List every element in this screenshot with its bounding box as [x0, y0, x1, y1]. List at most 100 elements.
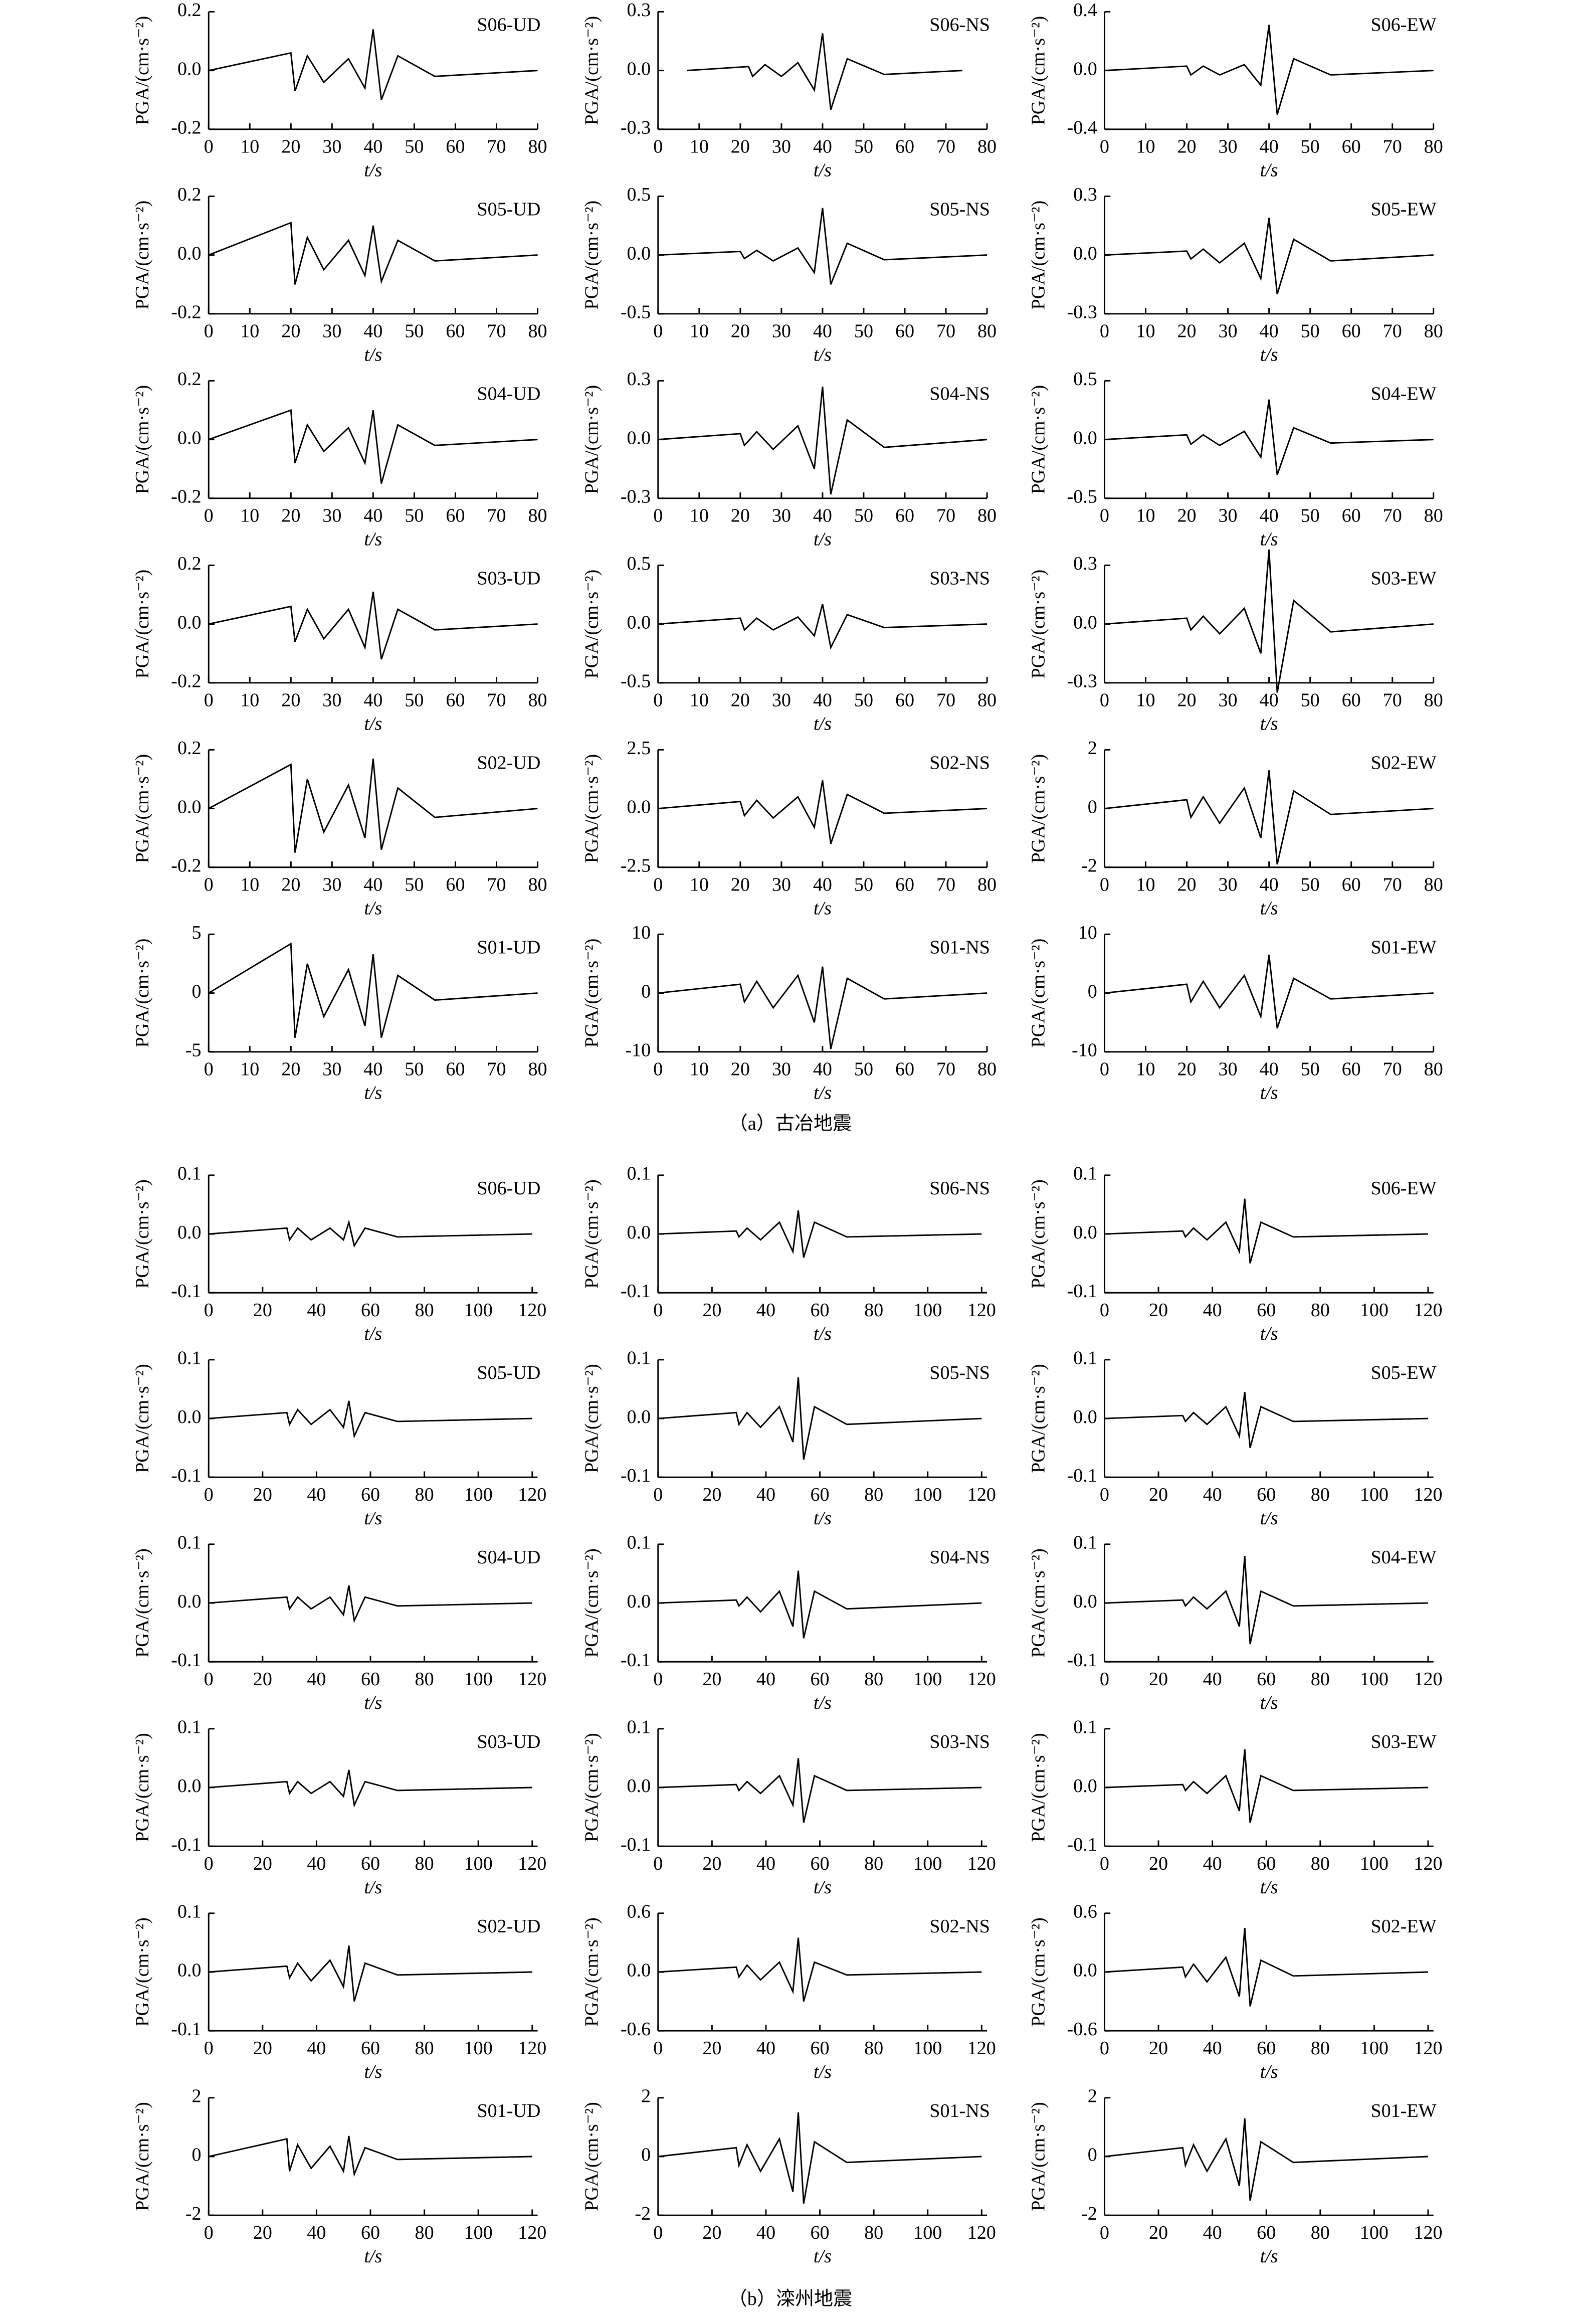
x-tick-label: 100 — [913, 2222, 942, 2243]
x-tick-label: 10 — [1136, 690, 1155, 711]
y-tick-label: 0.0 — [1073, 58, 1097, 79]
x-tick-label: 80 — [864, 1300, 883, 1321]
x-tick-label: 120 — [518, 1669, 546, 1690]
x-tick-label: 20 — [731, 874, 750, 896]
x-tick-label: 120 — [967, 2038, 996, 2059]
panel: 0.1 0.0 -0.10 20 40 60 80 100 120 t/s PGA/(cm·s⁻²)… — [1028, 1348, 1442, 1529]
x-tick-label: 40 — [363, 136, 382, 157]
x-tick-label: 0 — [1100, 874, 1109, 896]
x-tick-label: 70 — [936, 136, 955, 157]
x-tick-label: 20 — [702, 1300, 721, 1321]
x-tick-label: 40 — [363, 505, 382, 526]
x-tick-label: 0 — [653, 1669, 663, 1690]
x-tick-label: 120 — [518, 1853, 546, 1874]
panel-title: S05-UD — [477, 199, 540, 220]
x-tick-label: 40 — [1260, 874, 1279, 896]
x-tick-label: 100 — [464, 2038, 493, 2059]
x-tick-label: 0 — [1100, 505, 1109, 526]
y-tick-label: 0 — [641, 2144, 651, 2166]
y-tick-label: 0.1 — [1073, 1532, 1097, 1553]
x-tick-label: 100 — [464, 1669, 493, 1690]
y-tick-label: 0.1 — [627, 1532, 651, 1553]
x-axis-label: t/s — [814, 528, 832, 550]
panel: 0.4 0.0 -0.40 10 20 30 40 50 60 70 80 t/s PGA/(cm·s⁻… — [1028, 0, 1443, 181]
y-axis-label: PGA/(cm·s⁻²) — [581, 2102, 603, 2211]
x-tick-label: 50 — [854, 505, 873, 526]
y-tick-label: -0.2 — [171, 671, 201, 692]
x-tick-label: 50 — [1301, 505, 1320, 526]
x-tick-label: 20 — [1149, 2222, 1168, 2243]
x-tick-label: 60 — [895, 690, 914, 711]
panel-title: S03-EW — [1370, 568, 1436, 589]
x-tick-label: 80 — [1311, 1669, 1330, 1690]
y-tick-label: -2 — [185, 2203, 202, 2224]
x-tick-label: 80 — [415, 1300, 434, 1321]
x-tick-label: 20 — [702, 1484, 721, 1505]
y-tick-label: 0.6 — [1073, 1901, 1097, 1922]
x-tick-label: 20 — [253, 1484, 272, 1505]
waveform — [658, 1758, 982, 1823]
y-axis-label: PGA/(cm·s⁻²) — [132, 754, 153, 863]
y-tick-label: 0.0 — [1073, 1222, 1097, 1243]
x-tick-label: 60 — [811, 1300, 830, 1321]
y-tick-label: -0.5 — [621, 302, 651, 323]
x-axis-label: t/s — [364, 2061, 382, 2082]
y-axis-label: PGA/(cm·s⁻²) — [132, 16, 153, 125]
x-tick-label: 80 — [528, 690, 547, 711]
y-tick-label: 0.0 — [627, 1222, 651, 1243]
x-tick-label: 80 — [1424, 874, 1443, 896]
panel-title: S04-EW — [1370, 1547, 1436, 1568]
panel-title: S06-NS — [929, 1178, 990, 1199]
waveform — [1104, 25, 1434, 115]
x-tick-label: 120 — [518, 2222, 546, 2243]
waveform — [1104, 1749, 1429, 1823]
x-tick-label: 0 — [204, 2038, 214, 2059]
x-tick-label: 100 — [464, 1300, 493, 1321]
x-tick-label: 30 — [772, 505, 791, 526]
x-tick-label: 60 — [811, 1853, 830, 1874]
x-tick-label: 50 — [405, 1059, 424, 1080]
x-tick-label: 120 — [967, 2222, 996, 2243]
x-tick-label: 40 — [307, 2222, 326, 2243]
panel: 0.1 0.0 -0.10 20 40 60 80 100 120 t/s PGA/(cm·s⁻²)… — [132, 1163, 546, 1344]
x-tick-label: 30 — [772, 136, 791, 157]
x-tick-label: 20 — [281, 505, 300, 526]
panel-title: S06-UD — [477, 1178, 540, 1199]
x-tick-label: 0 — [204, 136, 214, 157]
x-tick-label: 40 — [1203, 1484, 1222, 1505]
y-tick-label: -0.5 — [1067, 486, 1097, 507]
x-tick-label: 100 — [1360, 1853, 1389, 1874]
x-tick-label: 50 — [405, 690, 424, 711]
x-tick-label: 20 — [1149, 1853, 1168, 1874]
x-tick-label: 60 — [811, 1484, 830, 1505]
y-axis-label: PGA/(cm·s⁻²) — [581, 939, 603, 1048]
waveform — [658, 780, 988, 844]
y-axis-label: PGA/(cm·s⁻²) — [132, 939, 153, 1048]
x-tick-label: 20 — [731, 1059, 750, 1080]
y-tick-label: 0 — [1088, 2144, 1097, 2166]
x-tick-label: 60 — [1342, 321, 1361, 342]
panel-title: S05-EW — [1370, 1362, 1436, 1383]
x-tick-label: 30 — [772, 321, 791, 342]
y-axis-label: PGA/(cm·s⁻²) — [132, 1548, 153, 1658]
y-axis-label: PGA/(cm·s⁻²) — [1028, 1548, 1049, 1658]
x-tick-label: 60 — [895, 874, 914, 896]
x-axis-label: t/s — [814, 898, 832, 919]
x-tick-label: 50 — [405, 874, 424, 896]
x-tick-label: 20 — [281, 136, 300, 157]
x-tick-label: 50 — [1301, 690, 1320, 711]
waveform — [1104, 1392, 1429, 1449]
x-tick-label: 40 — [1260, 136, 1279, 157]
panel-title: S03-NS — [929, 568, 990, 589]
panel: 2.5 0.0 -2.50 10 20 30 40 50 60 70 80 t/s PGA/(cm·s⁻… — [581, 738, 997, 919]
x-tick-label: 30 — [322, 505, 341, 526]
panel: 0.1 0.0 -0.10 20 40 60 80 100 120 t/s PGA/(cm·s⁻²)… — [132, 1717, 546, 1898]
x-tick-label: 100 — [1360, 1484, 1389, 1505]
waveform — [208, 2135, 532, 2177]
waveform — [1104, 2118, 1429, 2201]
y-tick-label: 0 — [192, 981, 202, 1002]
x-tick-label: 70 — [487, 136, 506, 157]
panel: 0.1 0.0 -0.10 20 40 60 80 100 120 t/s PGA/(cm·s⁻²)… — [1028, 1717, 1442, 1898]
x-tick-label: 20 — [253, 2038, 272, 2059]
x-tick-label: 40 — [363, 690, 382, 711]
